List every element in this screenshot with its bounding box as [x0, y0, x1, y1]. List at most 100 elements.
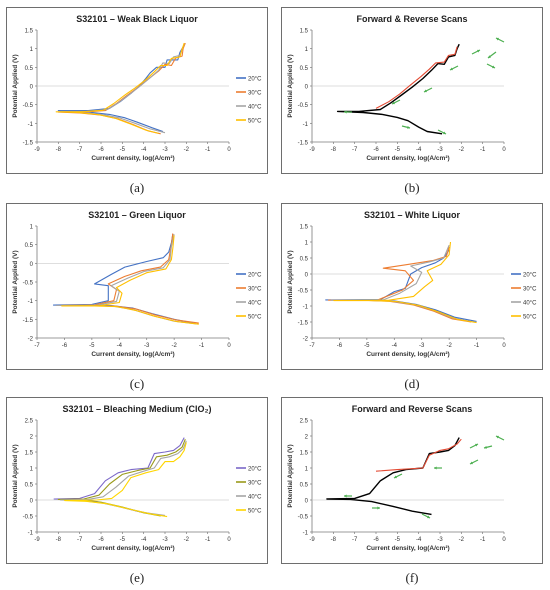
y-tick-label: 0 [30, 499, 34, 505]
series-line-0 [336, 43, 460, 135]
x-tick-label: -5 [364, 343, 370, 349]
chart-panel-d: S32101 – White Liquor -2 -1.5 -1 -0.5 0 0.5 1 1.… [281, 203, 543, 370]
scan-arrowhead [344, 110, 347, 114]
y-tick-label: -0.5 [23, 515, 34, 521]
x-tick-label: -6 [373, 537, 379, 543]
caption-f: (f) [405, 570, 419, 585]
chart-svg-d: S32101 – White Liquor -2 -1.5 -1 -0.5 0 0.5 1 1.… [287, 210, 537, 358]
scan-arrowhead [496, 37, 499, 41]
x-tick-label: -9 [309, 147, 315, 153]
x-tick-label: -5 [89, 343, 95, 349]
x-axis-label: Current density, log(A/cm²) [366, 155, 449, 162]
legend-label: 30°C [248, 481, 262, 487]
y-tick-label: 1 [30, 225, 34, 231]
x-tick-label: -9 [34, 537, 40, 543]
y-tick-label: -1 [303, 305, 309, 311]
x-axis-label: Current density, log(A/cm²) [366, 351, 449, 358]
x-tick-label: -7 [77, 537, 83, 543]
y-tick-label: -1.5 [23, 318, 34, 324]
y-tick-label: -1 [28, 299, 34, 305]
y-tick-label: -1.5 [298, 321, 309, 327]
series-line-2 [55, 234, 197, 325]
x-tick-label: 0 [227, 147, 231, 153]
y-tick-label: -2 [28, 337, 34, 343]
chart-title: S32101 – Green Liquor [88, 210, 186, 220]
y-tick-label: -1.5 [23, 141, 34, 147]
x-tick-label: -3 [437, 147, 443, 153]
y-tick-label: -1 [28, 531, 34, 537]
y-tick-label: -0.5 [298, 515, 309, 521]
y-tick-label: -1 [303, 122, 309, 128]
x-tick-label: -1 [474, 343, 480, 349]
series-line-3 [64, 442, 187, 518]
y-tick-label: -1 [28, 122, 34, 128]
x-tick-label: -1 [480, 537, 486, 543]
y-tick-label: -0.5 [23, 103, 34, 109]
scan-arrowhead [450, 67, 453, 71]
y-tick-label: 2 [305, 435, 309, 441]
x-tick-label: -2 [184, 537, 190, 543]
x-tick-label: -8 [56, 147, 62, 153]
y-tick-label: 0 [30, 85, 34, 91]
x-tick-label: -3 [437, 537, 443, 543]
chart-title: S32101 – Weak Black Liquor [76, 14, 198, 24]
y-tick-label: 1.5 [25, 451, 34, 457]
legend-label: 20°C [248, 77, 262, 83]
y-tick-label: 1 [305, 467, 309, 473]
chart-panel-c: S32101 – Green Liquor -2 -1.5 -1 -0.5 0 0.5 1 -7… [6, 203, 268, 370]
scan-arrowhead [484, 445, 487, 449]
x-tick-label: -5 [395, 537, 401, 543]
chart-panel-e: S32101 – Bleaching Medium (ClO₂) -1 -0.5 0 0… [6, 397, 268, 564]
y-tick-label: 1.5 [300, 225, 309, 231]
caption-e: (e) [129, 570, 145, 585]
x-tick-label: -6 [62, 343, 68, 349]
legend-label: 20°C [248, 467, 262, 473]
y-tick-label: 1 [30, 47, 34, 53]
x-axis-label: Current density, log(A/cm²) [91, 155, 174, 162]
x-tick-label: -6 [98, 147, 104, 153]
x-tick-label: -1 [199, 343, 205, 349]
chart-svg-c: S32101 – Green Liquor -2 -1.5 -1 -0.5 0 0.5 1 -7… [12, 210, 262, 358]
scan-arrowhead [407, 125, 410, 129]
y-tick-label: 0.5 [25, 66, 34, 72]
x-tick-label: -2 [459, 537, 465, 543]
chart-title: S32101 – Bleaching Medium (ClO₂) [62, 404, 211, 414]
y-tick-label: 0 [30, 262, 34, 268]
chart-panel-f: Forward and Reverse Scans -1 -0.5 0 0.5 1 1.5 2… [281, 397, 543, 564]
x-axis-label: Current density, log(A/cm²) [91, 351, 174, 358]
y-tick-label: 1.5 [300, 29, 309, 35]
x-tick-label: -9 [34, 147, 40, 153]
scan-arrowhead [427, 515, 430, 519]
y-tick-label: -0.5 [298, 103, 309, 109]
x-tick-label: -4 [416, 537, 422, 543]
y-tick-label: 1 [30, 467, 34, 473]
chart-svg-b: Forward & Reverse Scans -1.5 -1 -0.5 0 0.5 1 1.… [287, 14, 506, 162]
chart-panel-b: Forward & Reverse Scans -1.5 -1 -0.5 0 0.5 1 1.… [281, 7, 543, 174]
y-tick-label: 0 [305, 499, 309, 505]
x-tick-label: -5 [120, 537, 126, 543]
chart-svg-e: S32101 – Bleaching Medium (ClO₂) -1 -0.5 0 0… [12, 404, 262, 552]
x-tick-label: -2 [459, 147, 465, 153]
y-tick-label: 0.5 [300, 483, 309, 489]
y-tick-label: 2.5 [300, 419, 309, 425]
x-tick-label: -4 [141, 537, 147, 543]
legend-label: 30°C [248, 287, 262, 293]
x-tick-label: -8 [331, 147, 337, 153]
scan-arrowhead [477, 49, 480, 53]
legend-label: 40°C [248, 105, 262, 111]
scan-arrowhead [392, 101, 395, 105]
caption-a: (a) [129, 180, 145, 195]
y-tick-label: 0.5 [25, 483, 34, 489]
legend-label: 40°C [248, 301, 262, 307]
series-line-0 [52, 234, 194, 324]
chart-title: Forward & Reverse Scans [356, 14, 467, 24]
x-tick-label: -7 [352, 147, 358, 153]
x-tick-label: -1 [480, 147, 486, 153]
x-tick-label: -4 [141, 147, 147, 153]
x-tick-label: -2 [184, 147, 190, 153]
y-tick-label: 1 [305, 241, 309, 247]
series-line-1 [57, 438, 186, 517]
x-tick-label: -4 [392, 343, 398, 349]
y-axis-label: Potential Applied (V) [287, 444, 294, 507]
x-tick-label: -7 [77, 147, 83, 153]
